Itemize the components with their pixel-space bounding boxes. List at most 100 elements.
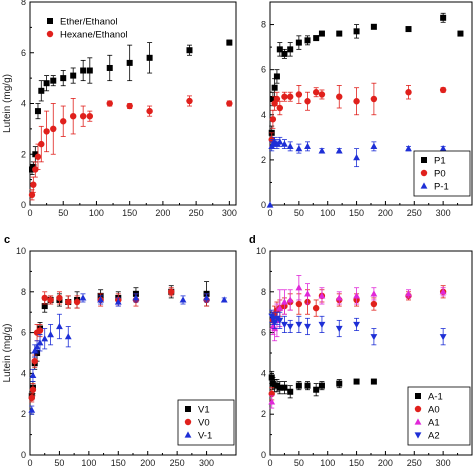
x-tick-label: 100 xyxy=(81,458,96,468)
legend-marker xyxy=(185,406,191,412)
data-point xyxy=(33,343,41,350)
data-point xyxy=(439,145,447,152)
data-point xyxy=(276,138,284,145)
y-tick-label: 8 xyxy=(21,287,26,297)
y-tick-label: 10 xyxy=(16,246,26,256)
panel-b: 0 50 100 150 200 250 300 0 2 4 6 8 P1 P0 P-1 xyxy=(261,1,473,218)
x-tick-label: 150 xyxy=(122,208,137,218)
legend-marker xyxy=(46,30,54,38)
data-point xyxy=(47,296,54,304)
data-point xyxy=(281,384,288,391)
series-Hexane/Ethanol xyxy=(28,95,233,201)
panel-letter-c: c xyxy=(4,234,10,246)
data-point xyxy=(295,321,303,329)
data-point xyxy=(304,382,311,389)
data-point xyxy=(370,95,378,103)
panel-a: 0 50 100 150 200 250 300 0 2 4 6 8 Lutein (mg/g) Ethe… xyxy=(2,0,237,218)
data-point xyxy=(220,296,228,303)
data-point xyxy=(439,334,447,341)
legend: Ether/Ethanol Hexane/Ethanol xyxy=(46,17,128,41)
data-point xyxy=(295,300,303,308)
data-point xyxy=(312,304,320,312)
data-point xyxy=(439,288,447,295)
data-point xyxy=(271,319,279,326)
data-point xyxy=(86,67,93,74)
data-point xyxy=(276,46,283,53)
series-Ether/Ethanol xyxy=(28,39,233,175)
legend-label: Hexane/Ethanol xyxy=(60,30,128,41)
x-tick-label: 250 xyxy=(170,458,185,468)
data-point xyxy=(28,394,35,402)
data-point xyxy=(276,104,284,112)
data-point xyxy=(269,95,276,102)
data-point xyxy=(295,39,302,46)
data-point xyxy=(353,292,360,299)
x-tick-label: 0 xyxy=(27,458,32,468)
x-tick-label: 300 xyxy=(222,208,237,218)
legend-marker xyxy=(414,405,422,413)
data-point xyxy=(80,67,87,74)
data-point xyxy=(203,294,210,301)
data-point xyxy=(79,112,87,120)
legend-marker xyxy=(414,418,422,425)
data-point xyxy=(32,166,39,173)
data-point xyxy=(276,384,283,391)
data-point xyxy=(36,327,44,334)
data-point xyxy=(168,288,175,295)
data-point xyxy=(405,89,412,96)
data-point xyxy=(353,321,360,329)
data-point xyxy=(29,371,37,379)
series-P-1 xyxy=(266,136,447,208)
series-P1 xyxy=(268,12,464,140)
data-point xyxy=(304,37,311,44)
legend-marker xyxy=(414,432,422,439)
x-tick-label: 200 xyxy=(378,208,393,218)
data-point xyxy=(304,98,311,105)
data-point xyxy=(304,142,311,149)
y-tick-label: 8 xyxy=(21,0,26,7)
x-tick-label: 250 xyxy=(407,208,422,218)
data-point xyxy=(38,87,45,94)
series-A1 xyxy=(268,275,447,409)
legend-label: V1 xyxy=(198,405,210,416)
data-point xyxy=(295,91,303,98)
data-point xyxy=(370,290,378,297)
x-tick-label: 0 xyxy=(27,208,32,218)
panel-d: 0 50 100 150 200 250 300 0 2 4 6 8 10 A-1 A0 A1 A2 xyxy=(256,246,473,468)
data-point xyxy=(271,84,278,91)
data-point xyxy=(273,315,281,322)
data-point xyxy=(70,72,77,79)
legend-label: Ether/Ethanol xyxy=(60,17,118,28)
y-tick-label: 0 xyxy=(261,200,266,210)
y-tick-label: 6 xyxy=(21,48,26,58)
data-point xyxy=(313,386,320,393)
data-point xyxy=(29,386,37,393)
data-point xyxy=(457,30,464,37)
data-point xyxy=(286,296,294,303)
data-point xyxy=(179,296,187,303)
data-point xyxy=(106,100,113,107)
y-tick-label: 6 xyxy=(261,65,266,75)
data-point xyxy=(266,201,274,208)
data-point xyxy=(286,323,294,331)
x-tick-label: 200 xyxy=(140,458,155,468)
data-point xyxy=(31,347,39,354)
data-point xyxy=(370,334,378,341)
series-A2 xyxy=(268,309,447,346)
data-point xyxy=(336,30,343,37)
data-point xyxy=(50,77,57,84)
legend-label: P0 xyxy=(434,169,446,180)
data-point xyxy=(318,321,326,329)
data-point xyxy=(186,47,193,54)
y-tick-label: 6 xyxy=(21,328,26,338)
y-tick-label: 2 xyxy=(21,149,26,159)
data-point xyxy=(106,64,113,71)
y-axis-label: Lutein (mg/g) xyxy=(2,324,13,383)
y-tick-label: 8 xyxy=(261,287,266,297)
data-point xyxy=(318,30,325,37)
data-point xyxy=(31,357,38,365)
legend-label: V-1 xyxy=(198,431,212,442)
data-point xyxy=(32,151,39,158)
y-tick-label: 4 xyxy=(21,99,26,109)
data-point xyxy=(268,398,276,405)
